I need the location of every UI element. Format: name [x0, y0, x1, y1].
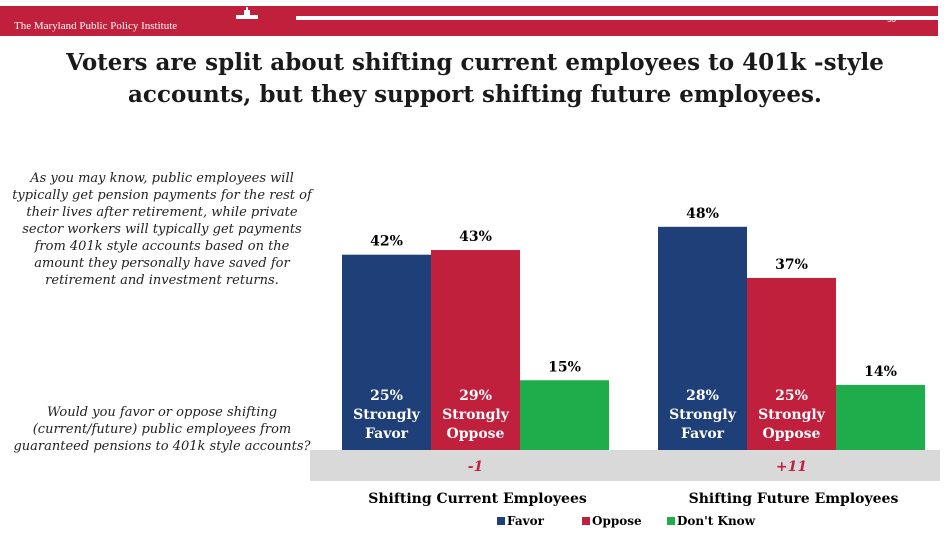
org-name: The Maryland Public Policy Institute — [14, 20, 178, 32]
bar-don-t-know-1 — [836, 384, 925, 450]
slide-title: Voters are split about shifting current … — [66, 49, 884, 108]
legend-swatch — [582, 517, 590, 525]
bar-value-label: 37% — [775, 257, 808, 273]
bar-oppose-0 — [431, 250, 520, 450]
header-bar — [0, 6, 938, 36]
bar-value-label: 15% — [548, 359, 581, 375]
category-label: Shifting Future Employees — [689, 491, 899, 507]
category-label: Shifting Current Employees — [368, 491, 587, 507]
strong-text-label: Strongly — [669, 407, 737, 423]
bar-value-label: 42% — [370, 234, 403, 250]
net-difference-label: -1 — [468, 459, 484, 475]
legend-swatch — [667, 517, 675, 525]
strong-text-label: Strongly — [353, 407, 421, 423]
strong-word-label: Oppose — [447, 426, 505, 442]
strong-percent-label: 29% — [459, 388, 492, 404]
question-prompt: Would you favor or oppose shifting (curr… — [13, 405, 311, 454]
net-difference-label: +11 — [776, 459, 807, 475]
bar-oppose-1 — [747, 277, 836, 450]
bar-don-t-know-0 — [520, 380, 609, 450]
strong-percent-label: 25% — [775, 388, 808, 404]
strong-percent-label: 28% — [686, 388, 719, 404]
strong-word-label: Oppose — [763, 426, 821, 442]
legend-label: Favor — [507, 514, 545, 528]
bar-value-label: 14% — [864, 364, 897, 380]
strong-text-label: Strongly — [442, 407, 510, 423]
net-difference-band — [310, 450, 940, 481]
bar-favor-1 — [658, 226, 747, 450]
question-intro: As you may know, public employees will t… — [12, 171, 312, 288]
bar-value-label: 43% — [459, 229, 492, 245]
legend-swatch — [497, 517, 505, 525]
strong-word-label: Favor — [681, 426, 725, 442]
page-number: 53 — [887, 15, 896, 24]
legend-label: Oppose — [592, 514, 642, 528]
strong-text-label: Strongly — [758, 407, 826, 423]
strong-percent-label: 25% — [370, 388, 403, 404]
bar-value-label: 48% — [686, 206, 719, 222]
bar-favor-0 — [342, 254, 431, 450]
strong-word-label: Favor — [365, 426, 409, 442]
header-divider — [296, 16, 938, 20]
maryland-capitol-logo-icon — [236, 7, 258, 19]
legend-label: Don't Know — [677, 514, 756, 528]
